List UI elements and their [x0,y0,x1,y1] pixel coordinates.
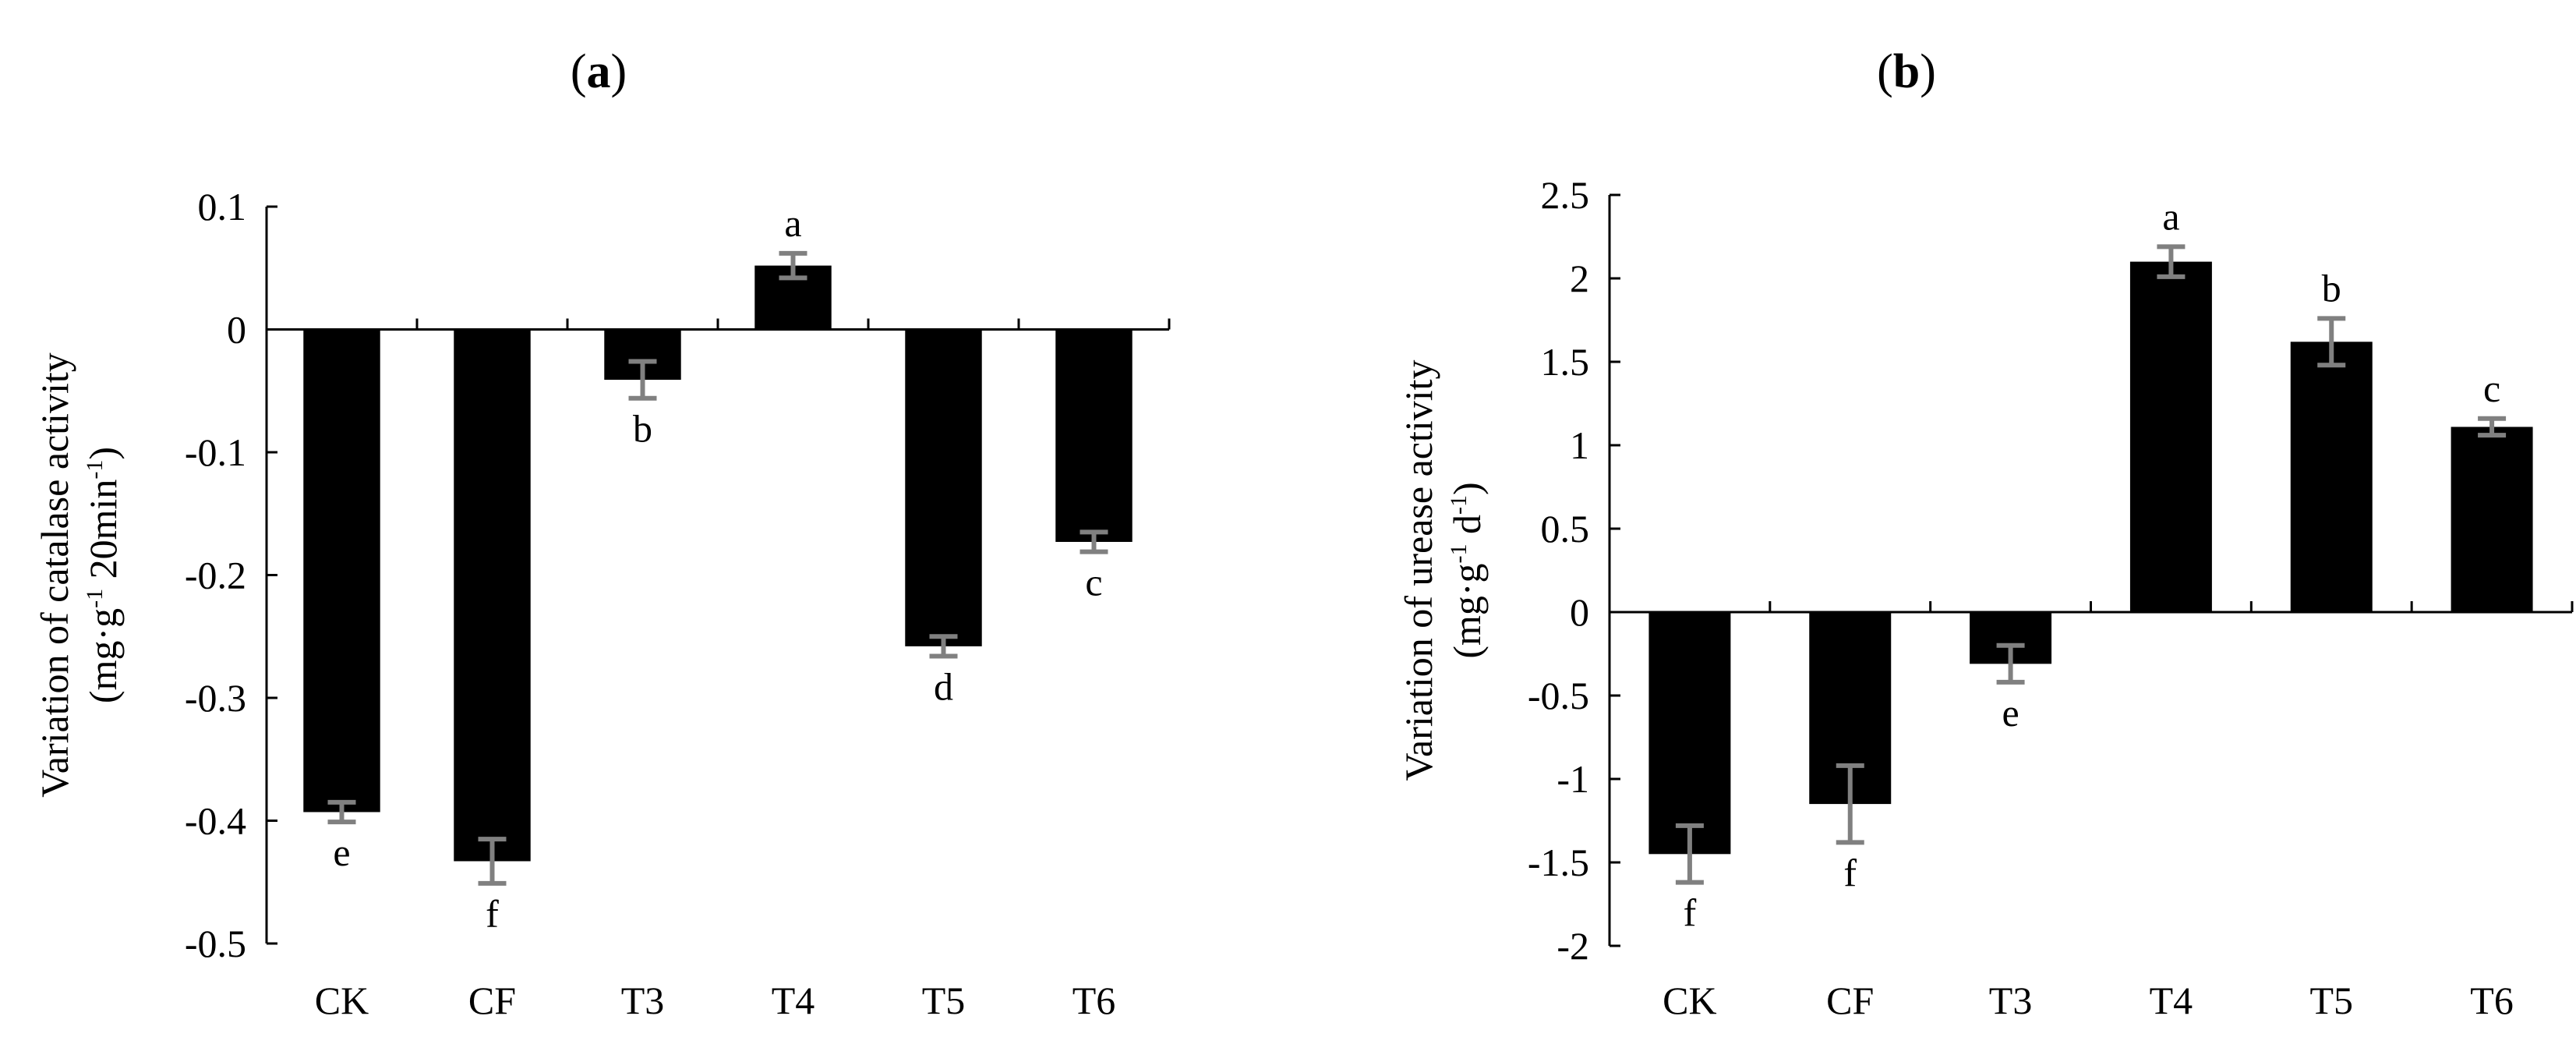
panel-b-label: (b) [1877,45,1936,98]
panel-a-category-label: T6 [1072,979,1116,1022]
panel-a-category-label: T5 [922,979,966,1022]
panel-b-y-tick-label: -1 [1557,757,1589,801]
panel-a-y-tick-label: 0 [227,308,246,352]
panel-a-bar-t5 [905,329,982,646]
panel-a-y-title: Variation of catalase activity (mg·g-1 20… [33,352,125,798]
panel-b-y-tick-label: 2.5 [1541,173,1590,217]
y-title-text: (mg·g [1445,563,1489,658]
panel-a-significance-label: a [784,201,801,245]
panel-a-significance-label: e [333,830,350,874]
panel-a-plot: 0.1 0 -0.1 -0.2 -0.3 -0.4 -0.5 e CK f CF b T3 a T4 d T5 c… [33,185,1171,1022]
panel-b-significance-label: c [2483,366,2500,410]
panel-a-y-tick-label: -0.3 [185,676,246,720]
panel-b-bar-t4 [2129,261,2212,612]
panel-a-bar-ck [303,329,380,812]
superscript: -1 [1446,543,1472,563]
panel-b-y-tick-label: 0.5 [1541,507,1590,551]
y-title-text: (mg·g [81,608,125,703]
panel-b-significance-label: f [1843,851,1857,894]
panel-b-bar-t5 [2290,342,2373,612]
superscript: -1 [82,460,108,480]
panel-b-y-title-line2: (mg·g-1 d-1) [1445,482,1489,658]
panel-b-y-tick-label: 2 [1570,257,1589,300]
y-title-text: d [1445,515,1489,544]
panel-a-category-label: CF [468,979,516,1022]
panel-a-bar-t6 [1055,329,1133,542]
panel-b-y-tick-label: -2 [1557,924,1589,968]
panel-b-category-label: CK [1663,979,1716,1022]
panel-a-y-tick-label: -0.4 [185,799,246,843]
panel-b-category-label: T6 [2470,979,2514,1022]
panel-a: (a) 0.1 0 -0.1 -0.2 -0.3 -0.4 -0.5 e CK f CF b T3 a T4… [33,45,1171,1022]
panel-b-y-tick-label: -1.5 [1528,841,1589,884]
panel-b-y-tick-label: 1.5 [1541,340,1590,384]
panel-b-y-title-line1: Variation of urease activity [1397,359,1440,781]
panel-a-category-label: CK [315,979,369,1022]
panel-b-significance-label: e [2002,691,2019,735]
panel-a-label: (a) [571,45,627,98]
panel-a-significance-label: d [934,664,953,708]
panel-b-plot: 2.5 2 1.5 1 0.5 0 -0.5 -1 -1.5 -2 f CK f CF e T3 a T4 b T5 c… [1397,173,2574,1022]
panel-a-significance-label: b [633,407,652,451]
panel-b-category-label: T3 [1989,979,2033,1022]
panel-b-letter: b [1893,45,1920,98]
panel-b-significance-label: a [2162,194,2179,238]
panel-b-category-label: T5 [2309,979,2353,1022]
superscript: -1 [82,589,108,608]
panel-b: (b) 2.5 2 1.5 1 0.5 0 -0.5 -1 -1.5 -2 f CK f CF e T3 a T4… [1397,45,2574,1022]
panel-a-y-tick-label: -0.1 [185,430,246,474]
panel-a-y-tick-label: -0.5 [185,922,246,965]
panel-a-y-tick-label: 0.1 [198,185,247,228]
panel-a-category-label: T3 [621,979,665,1022]
panel-a-y-tick-label: -0.2 [185,554,246,597]
panel-b-category-label: CF [1826,979,1874,1022]
panel-b-bar-ck [1648,612,1731,855]
panel-b-category-label: T4 [2150,979,2193,1022]
panel-a-significance-label: f [486,892,499,936]
panel-b-significance-label: b [2322,266,2341,310]
panel-a-y-title-line2: (mg·g-1 20min-1) [81,447,125,703]
panel-b-y-tick-label: 1 [1570,423,1589,467]
panel-b-y-tick-label: -0.5 [1528,674,1589,717]
panel-b-y-title: Variation of urease activity (mg·g-1 d-1) [1397,359,1489,781]
panel-a-significance-label: c [1085,561,1102,604]
panel-b-bar-t6 [2451,427,2533,612]
panel-a-category-label: T4 [772,979,815,1022]
panel-b-significance-label: f [1684,891,1697,935]
superscript: -1 [1446,495,1472,515]
panel-a-y-title-line1: Variation of catalase activity [33,352,76,798]
y-title-text: 20min [81,480,125,589]
panel-a-bar-cf [454,329,531,862]
y-title-text: ) [81,447,125,460]
y-title-text: ) [1445,482,1489,495]
panel-a-letter: a [587,45,611,98]
panel-b-y-tick-label: 0 [1570,590,1589,634]
